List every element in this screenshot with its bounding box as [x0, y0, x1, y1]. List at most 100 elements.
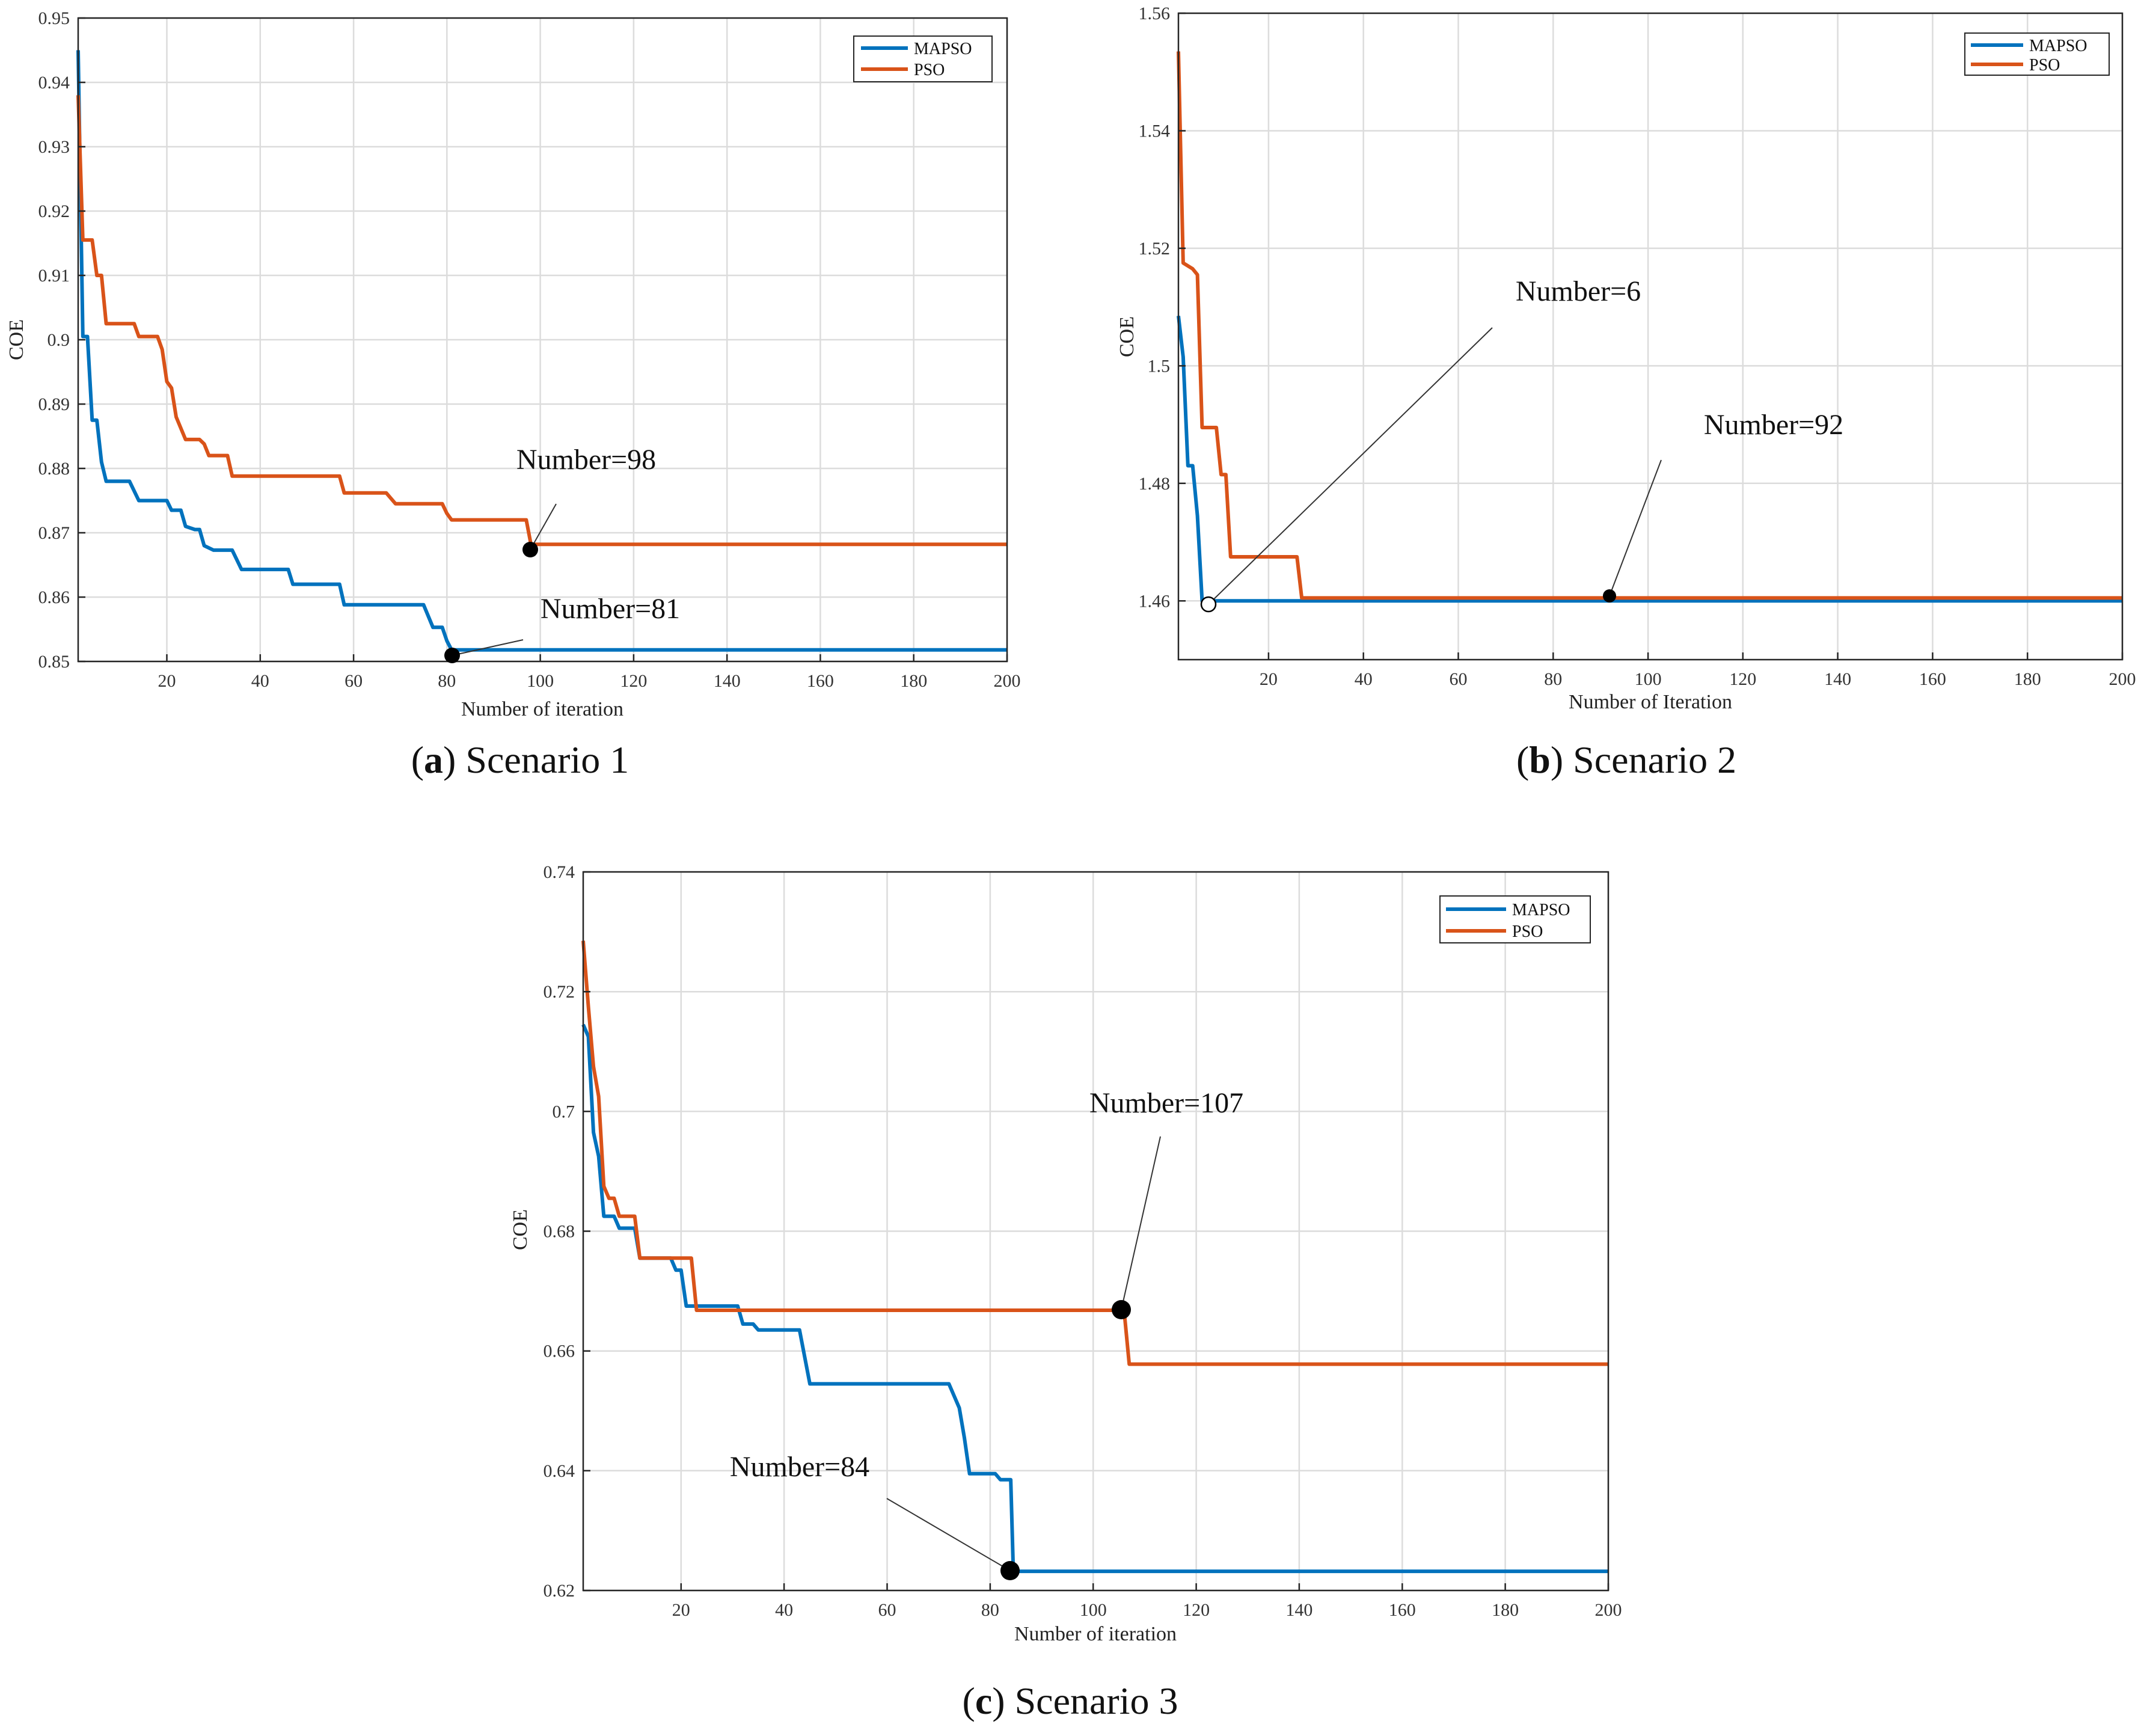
panel-a-xtick-label-180: 180: [900, 671, 927, 691]
panel-c-ytick-label-3: 0.68: [544, 1222, 575, 1242]
panel-c-xtick-label-60: 60: [878, 1600, 896, 1620]
panel-a-annotation-81-label: Number=81: [541, 593, 680, 625]
panel-b-annotation-6: Number=6: [1200, 275, 1641, 613]
panel-a-caption: (a) Scenario 1: [411, 738, 629, 781]
panel-a-series: [76, 50, 1007, 652]
panel-c-caption: (c) Scenario 3: [963, 1679, 1178, 1722]
panel-a-ytick-label-2: 0.87: [38, 523, 70, 543]
panel-c-xlabel: Number of iteration: [1014, 1623, 1177, 1645]
panel-b-caption-letter: b: [1529, 738, 1551, 781]
panel-a-xtick-label-140: 140: [714, 671, 741, 691]
panel-b-legend-mapso-label: MAPSO: [2029, 37, 2087, 55]
panel-a-xtick-label-80: 80: [438, 671, 456, 691]
panel-b-annotation-6-leader: [1208, 327, 1493, 605]
panel-a-caption-letter: a: [424, 738, 443, 781]
panel-c-xtick-label-200: 200: [1595, 1600, 1622, 1620]
panel-b-xtick-label-40: 40: [1355, 669, 1373, 689]
panel-c-xtick-label-140: 140: [1285, 1600, 1312, 1620]
panel-b-ticks: 20 40 60 80 100 120 140 160 180 200 1.46 1.48 1.5 1.5…: [1139, 4, 2136, 689]
panel-c-ytick-label-0: 0.62: [544, 1581, 575, 1601]
panel-c-ytick-label-6: 0.74: [544, 862, 575, 882]
panel-a-legend-mapso-label: MAPSO: [914, 40, 972, 58]
panel-c-xtick-label-160: 160: [1389, 1600, 1416, 1620]
panel-b: 20 40 60 80 100 120 140 160 180 200 1.46 1.48 1.5 1.5…: [1116, 4, 2136, 781]
panel-b-ytick-label-2: 1.5: [1148, 356, 1171, 376]
panel-b-xtick-label-80: 80: [1544, 669, 1562, 689]
panel-c-xtick-label-20: 20: [672, 1600, 690, 1620]
panel-b-series: [1177, 51, 2122, 603]
panel-b-ylabel: COE: [1116, 316, 1138, 357]
panel-a-annotation-98: Number=98: [516, 444, 656, 557]
panel-a-ytick-label-0: 0.85: [38, 652, 70, 672]
panel-b-xtick-label-200: 200: [2109, 669, 2136, 689]
panel-a-xtick-label-40: 40: [251, 671, 269, 691]
panel-a-grid: [78, 17, 1008, 663]
panel-b-xlabel: Number of Iteration: [1569, 691, 1732, 713]
panel-c-legend: MAPSO PSO: [1439, 895, 1591, 943]
panel-b-ytick-label-0: 1.46: [1139, 591, 1171, 611]
panel-a-ytick-label-6: 0.91: [38, 266, 70, 286]
panel-b-xtick-label-140: 140: [1824, 669, 1851, 689]
panel-c-ticks: 20 40 60 80 100 120 140 160 180 200 0.62 0.64 0.66 0.…: [544, 862, 1622, 1620]
panel-b-xtick-label-160: 160: [1919, 669, 1946, 689]
panel-b-annotation-92-label: Number=92: [1704, 409, 1843, 441]
panel-a-ytick-label-9: 0.94: [38, 73, 70, 93]
panel-b-annotation-6-marker: [1200, 596, 1217, 613]
panel-b-series-mapso: [1177, 315, 2122, 603]
panel-c-ytick-label-1: 0.64: [544, 1461, 575, 1481]
panel-b-xtick-label-60: 60: [1450, 669, 1468, 689]
panel-a-ytick-label-8: 0.93: [38, 137, 70, 157]
panel-c-xtick-label-100: 100: [1080, 1600, 1107, 1620]
panel-b-annotation-92-leader: [1609, 459, 1662, 597]
panel-a-ytick-label-10: 0.95: [38, 8, 70, 28]
panel-c-legend-pso-label: PSO: [1512, 922, 1543, 941]
panel-a-ytick-label-7: 0.92: [38, 201, 70, 221]
panel-b-annotation-6-label: Number=6: [1516, 275, 1641, 307]
panel-c-annotation-84-marker: [1000, 1561, 1020, 1580]
panel-a-xtick-label-20: 20: [158, 671, 176, 691]
panel-a-xtick-label-120: 120: [620, 671, 647, 691]
panel-b-xtick-label-20: 20: [1260, 669, 1278, 689]
panel-a-annotation-98-label: Number=98: [516, 444, 656, 476]
panel-c-annotation-107-marker: [1112, 1300, 1131, 1319]
panel-a-annotation-98-leader: [530, 503, 557, 550]
panel-c-xtick-label-120: 120: [1183, 1600, 1210, 1620]
panel-c-annotation-84-leader: [886, 1498, 1011, 1571]
panel-a-xlabel: Number of iteration: [461, 698, 623, 720]
panel-c-ytick-label-2: 0.66: [544, 1342, 575, 1361]
panel-c-caption-letter: c: [975, 1679, 992, 1722]
panel-c: 20 40 60 80 100 120 140 160 180 200 0.62 0.64 0.66 0.…: [509, 862, 1622, 1722]
panel-b-series-pso: [1177, 51, 2122, 600]
panel-b-xtick-label-120: 120: [1729, 669, 1756, 689]
panel-a-annotation-81-leader: [452, 639, 524, 656]
panel-c-legend-mapso-label: MAPSO: [1512, 901, 1570, 919]
panel-a-caption-text: Scenario 1: [465, 738, 629, 781]
panel-c-xtick-label-180: 180: [1492, 1600, 1519, 1620]
panel-a-ylabel: COE: [5, 319, 28, 360]
panel-c-annotation-84-label: Number=84: [730, 1451, 869, 1483]
panel-a-ytick-label-1: 0.86: [38, 587, 70, 607]
panel-b-grid: [1178, 12, 2124, 660]
panel-c-series: [581, 940, 1608, 1574]
panel-b-caption: (b) Scenario 2: [1516, 738, 1736, 781]
panel-b-caption-text: Scenario 2: [1573, 738, 1736, 781]
panel-a-legend-pso-label: PSO: [914, 61, 945, 79]
panel-c-series-mapso: [581, 1023, 1608, 1574]
panel-a: 20 40 60 80 100 120 140 160 180 200 0.85 0.86 0.87 0.…: [5, 8, 1021, 781]
panel-c-annotation-107: Number=107: [1089, 1087, 1243, 1319]
panel-a-legend: MAPSO PSO: [853, 35, 993, 82]
panel-a-annotation-81: Number=81: [444, 593, 680, 663]
panel-b-xtick-label-180: 180: [2014, 669, 2041, 689]
panel-b-legend-pso-label: PSO: [2029, 56, 2060, 75]
panel-a-annotation-81-marker: [444, 648, 460, 663]
panel-b-annotation-92: Number=92: [1603, 409, 1843, 603]
panel-a-xtick-label-100: 100: [527, 671, 554, 691]
panel-c-xtick-label-40: 40: [775, 1600, 793, 1620]
panel-a-xtick-label-60: 60: [345, 671, 363, 691]
panel-c-caption-text: Scenario 3: [1015, 1679, 1178, 1722]
panel-a-series-pso: [76, 95, 1007, 547]
panel-b-ytick-label-4: 1.54: [1139, 121, 1171, 141]
panel-c-annotation-84: Number=84: [730, 1451, 1020, 1580]
panel-a-xtick-label-160: 160: [807, 671, 834, 691]
